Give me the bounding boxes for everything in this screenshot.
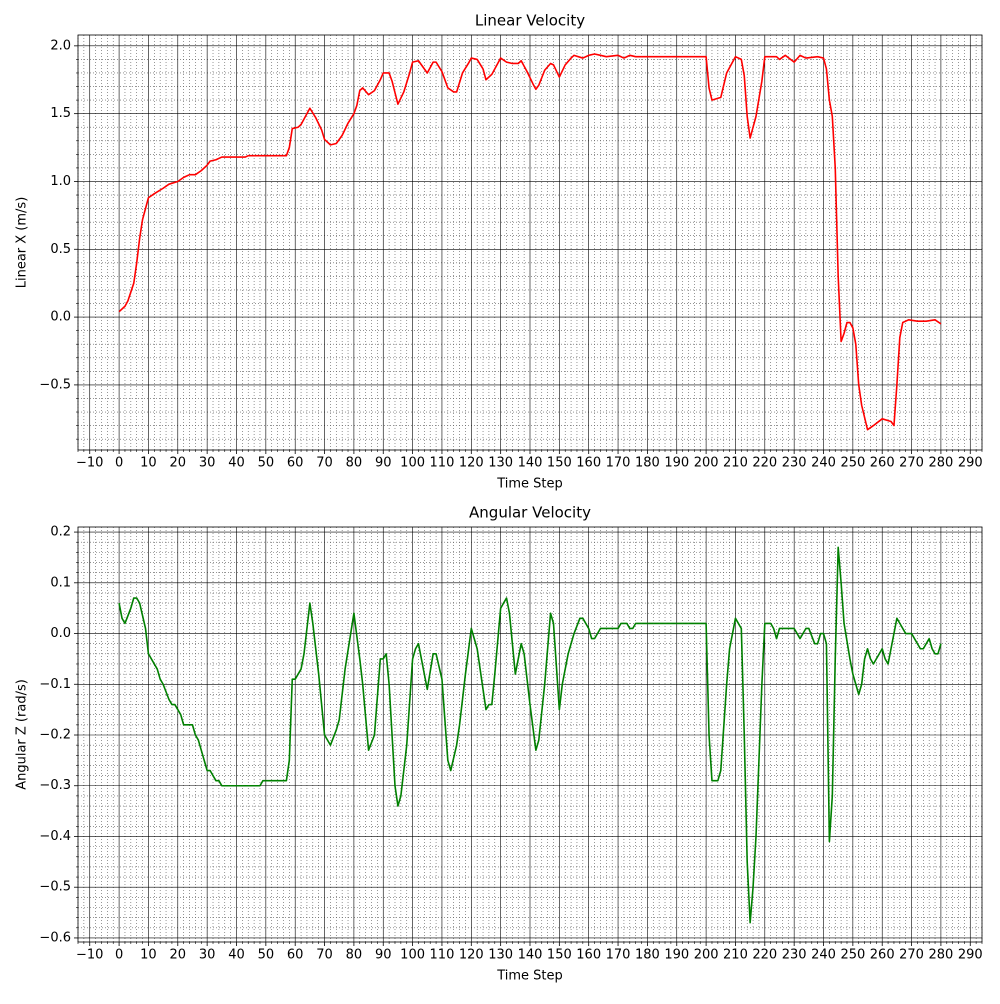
y-tick-label: −0.5 — [39, 880, 71, 895]
x-tick-label: 170 — [606, 948, 631, 963]
x-tick-label: 40 — [228, 456, 245, 471]
x-tick-label: 120 — [459, 456, 484, 471]
y-axis-label: Angular Z (rad/s) — [15, 679, 30, 790]
x-tick-label: 0 — [115, 948, 123, 963]
x-axis-label: Time Step — [496, 477, 563, 492]
x-tick-label: 150 — [547, 456, 572, 471]
x-tick-label: 110 — [430, 948, 455, 963]
axes-frame — [77, 526, 983, 943]
x-tick-label: 250 — [840, 948, 865, 963]
y-tick-label: 1.5 — [50, 106, 71, 121]
x-tick-label: 70 — [316, 456, 333, 471]
x-tick-label: 250 — [840, 456, 865, 471]
x-axis-label: Time Step — [496, 969, 563, 984]
x-tick-label: 30 — [199, 456, 216, 471]
x-tick-label: 50 — [258, 948, 275, 963]
x-tick-label: 290 — [958, 948, 983, 963]
x-tick-label: −10 — [76, 456, 103, 471]
y-tick-label: −0.3 — [39, 778, 71, 793]
x-tick-label: 80 — [346, 456, 363, 471]
chart-title: Linear Velocity — [475, 12, 585, 30]
x-tick-label: 40 — [228, 948, 245, 963]
x-tick-label: 210 — [723, 948, 748, 963]
x-tick-label: 170 — [606, 456, 631, 471]
x-tick-label: 20 — [170, 948, 187, 963]
x-tick-label: 190 — [664, 456, 689, 471]
y-tick-label: 1.0 — [50, 174, 71, 189]
y-tick-label: 0.5 — [50, 242, 71, 257]
x-tick-label: 140 — [518, 948, 543, 963]
x-tick-label: 240 — [811, 456, 836, 471]
x-tick-label: 130 — [488, 456, 513, 471]
x-tick-label: 120 — [459, 948, 484, 963]
x-tick-label: 290 — [958, 456, 983, 471]
y-axis-label: Linear X (m/s) — [15, 197, 30, 289]
x-tick-label: 280 — [928, 948, 953, 963]
x-tick-label: −10 — [76, 948, 103, 963]
x-tick-label: 180 — [635, 948, 660, 963]
x-tick-label: 130 — [488, 948, 513, 963]
x-tick-label: 200 — [694, 948, 719, 963]
x-tick-label: 100 — [400, 948, 425, 963]
x-tick-label: 260 — [870, 456, 895, 471]
x-tick-label: 230 — [782, 948, 807, 963]
x-tick-label: 100 — [400, 456, 425, 471]
x-tick-label: 260 — [870, 948, 895, 963]
x-tick-label: 90 — [375, 456, 392, 471]
x-tick-label: 220 — [752, 948, 777, 963]
x-tick-label: 110 — [430, 456, 455, 471]
x-tick-label: 0 — [115, 456, 123, 471]
x-tick-label: 10 — [140, 948, 157, 963]
y-tick-label: −0.6 — [39, 930, 71, 945]
x-tick-label: 190 — [664, 948, 689, 963]
x-tick-label: 30 — [199, 948, 216, 963]
x-tick-label: 240 — [811, 948, 836, 963]
y-tick-label: −0.2 — [39, 728, 71, 743]
y-tick-label: 0.1 — [50, 575, 71, 590]
y-tick-label: −0.4 — [39, 829, 71, 844]
data-line — [118, 53, 942, 431]
data-line — [118, 546, 942, 924]
x-tick-label: 180 — [635, 456, 660, 471]
x-tick-label: 150 — [547, 948, 572, 963]
y-tick-label: 0.0 — [50, 626, 71, 641]
x-tick-label: 90 — [375, 948, 392, 963]
x-tick-label: 270 — [899, 456, 924, 471]
y-tick-label: 0.0 — [50, 310, 71, 325]
y-tick-label: −0.1 — [39, 677, 71, 692]
x-tick-label: 220 — [752, 456, 777, 471]
chart-title: Angular Velocity — [469, 504, 591, 522]
x-tick-label: 140 — [518, 456, 543, 471]
x-tick-label: 160 — [576, 948, 601, 963]
y-tick-label: −0.5 — [39, 377, 71, 392]
x-tick-label: 20 — [170, 456, 187, 471]
y-tick-label: 2.0 — [50, 38, 71, 53]
x-tick-label: 60 — [287, 456, 304, 471]
x-tick-label: 80 — [346, 948, 363, 963]
x-tick-label: 270 — [899, 948, 924, 963]
x-tick-label: 160 — [576, 456, 601, 471]
x-tick-label: 200 — [694, 456, 719, 471]
x-tick-label: 70 — [316, 948, 333, 963]
y-tick-label: 0.2 — [50, 525, 71, 540]
x-tick-label: 10 — [140, 456, 157, 471]
x-tick-label: 60 — [287, 948, 304, 963]
x-tick-label: 50 — [258, 456, 275, 471]
x-tick-label: 280 — [928, 456, 953, 471]
axes-frame — [77, 34, 983, 451]
x-tick-label: 210 — [723, 456, 748, 471]
x-tick-label: 230 — [782, 456, 807, 471]
